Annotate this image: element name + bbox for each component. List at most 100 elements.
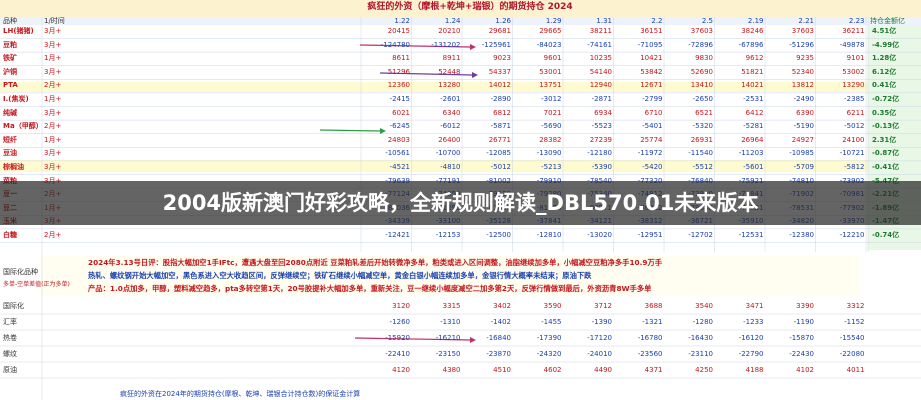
cell-value: -51296 bbox=[789, 40, 814, 49]
cell-value: -2601 bbox=[440, 95, 461, 103]
column-header: 1.31 bbox=[596, 17, 612, 25]
total-value: 4.51亿 bbox=[872, 27, 897, 35]
cell-value: 25774 bbox=[640, 135, 663, 144]
cell-value: 8911 bbox=[442, 54, 461, 63]
arrow bbox=[319, 129, 381, 132]
cell-value: -1455 bbox=[541, 318, 562, 326]
cell-value: 12360 bbox=[387, 81, 410, 90]
overlay-title: 2004版新澳门好彩攻略，全新规则解读_DBL570.01未来版本 bbox=[162, 191, 759, 215]
cell-value: -13090 bbox=[536, 149, 562, 158]
total-value: -0.74亿 bbox=[872, 231, 900, 239]
cell-value: -23110 bbox=[688, 350, 713, 358]
cell-value: -12421 bbox=[385, 231, 410, 239]
row-label: 热卷 bbox=[3, 334, 17, 342]
arrow-head bbox=[470, 337, 476, 343]
title-overlay bbox=[0, 181, 921, 225]
cell-value: 37603 bbox=[690, 27, 713, 35]
cell-value: 52448 bbox=[438, 67, 461, 76]
cell-value: 3402 bbox=[493, 302, 511, 310]
cell-value: -5390 bbox=[591, 163, 612, 171]
cell-value: 38246 bbox=[741, 27, 764, 35]
cell-value: -81002 bbox=[463, 177, 511, 186]
cell-value: -2490 bbox=[793, 95, 814, 103]
cell-value: -5012 bbox=[844, 122, 865, 131]
cell-value: -74810 bbox=[766, 177, 814, 186]
row-label: 棕榈油 bbox=[3, 163, 24, 171]
cell-value: 53842 bbox=[640, 67, 663, 76]
cell-value: 24927 bbox=[791, 135, 814, 144]
cell-value: -6245 bbox=[389, 122, 410, 131]
section-label: 国际化品种 bbox=[3, 268, 38, 276]
cell-value: 4490 bbox=[594, 366, 612, 374]
cell-value: -16210 bbox=[435, 334, 461, 342]
cell-value: -24320 bbox=[536, 350, 562, 358]
cell-value: -79910 bbox=[514, 177, 562, 186]
cell-value: -125961 bbox=[481, 40, 511, 49]
row-label: Ma（甲醇） bbox=[3, 122, 43, 131]
cell-value: -74161 bbox=[587, 40, 612, 49]
cell-value: 13751 bbox=[539, 81, 562, 90]
cell-value: 14012 bbox=[488, 81, 511, 90]
cell-value: 3312 bbox=[846, 302, 865, 310]
cell-value: -5512 bbox=[692, 163, 713, 171]
cell-value: -5601 bbox=[743, 163, 764, 171]
column-header: 2.5 bbox=[701, 17, 713, 25]
cell-value: 9235 bbox=[796, 54, 814, 63]
row-side: 2月+ bbox=[44, 81, 62, 90]
cell-value: -5281 bbox=[743, 122, 764, 131]
arrow-head bbox=[380, 128, 386, 134]
column-header: 1.29 bbox=[545, 17, 562, 25]
header-band bbox=[0, 17, 921, 25]
notes-band bbox=[40, 256, 860, 296]
column-header: 2.19 bbox=[747, 17, 764, 25]
row-side: 1月+ bbox=[44, 135, 62, 144]
row-label: PTA bbox=[3, 81, 18, 90]
column-header: 2.2 bbox=[651, 17, 663, 25]
footer-text: 疯狂的外资在2024年的期货持仓(摩根、乾坤、瑞银合计持仓数)的保证金计算 bbox=[120, 390, 361, 398]
cell-value: -22410 bbox=[385, 350, 410, 358]
cell-value: 24100 bbox=[842, 135, 865, 144]
cell-value: -12153 bbox=[435, 231, 461, 239]
cell-value: -10985 bbox=[789, 149, 814, 158]
cell-value: -1233 bbox=[743, 318, 764, 326]
section-sublabel: 多单-空单差值(正为多单) bbox=[3, 281, 70, 288]
cell-value: -5320 bbox=[692, 122, 713, 131]
cell-value: -10721 bbox=[839, 149, 865, 158]
cell-value: -5812 bbox=[844, 163, 865, 171]
cell-value: -5420 bbox=[642, 163, 663, 171]
column-header: 1/时间 bbox=[44, 17, 65, 25]
cell-value: 6021 bbox=[392, 108, 410, 117]
row-label: 纯碱 bbox=[3, 108, 17, 117]
cell-value: -12085 bbox=[486, 149, 511, 158]
arrow bbox=[354, 337, 471, 341]
cell-value: 13410 bbox=[690, 81, 713, 90]
cell-value: -16840 bbox=[486, 334, 511, 342]
cell-value: 26771 bbox=[488, 135, 511, 144]
cell-value: -5213 bbox=[541, 163, 562, 171]
row-side: 1月+ bbox=[44, 95, 62, 103]
cell-value: -17390 bbox=[536, 334, 562, 342]
row-side: 3月+ bbox=[44, 67, 62, 76]
column-header: 2.23 bbox=[848, 17, 865, 25]
cell-value: 6211 bbox=[846, 108, 865, 117]
cell-value: -2799 bbox=[642, 95, 663, 103]
cell-value: -72896 bbox=[688, 40, 713, 49]
cell-value: -1321 bbox=[642, 318, 663, 326]
cell-value: -1402 bbox=[490, 318, 511, 326]
cell-value: 9830 bbox=[695, 54, 713, 63]
row-side: 1月+ bbox=[44, 54, 62, 63]
cell-value: -1260 bbox=[389, 318, 410, 326]
cell-value: -10700 bbox=[435, 149, 461, 158]
cell-value: 3540 bbox=[695, 302, 713, 310]
cell-value: -6012 bbox=[440, 122, 461, 131]
cell-value: -22790 bbox=[738, 350, 764, 358]
highlight-row bbox=[0, 160, 921, 172]
arrow-head bbox=[472, 72, 478, 78]
row-label: 螺纹 bbox=[3, 350, 17, 358]
cell-value: 9101 bbox=[846, 54, 865, 63]
cell-value: -1152 bbox=[844, 318, 865, 326]
cell-value: -15540 bbox=[839, 334, 865, 342]
cell-value: -71095 bbox=[637, 40, 663, 49]
cell-value: -12702 bbox=[688, 231, 713, 239]
cell-value: 20210 bbox=[438, 27, 461, 35]
